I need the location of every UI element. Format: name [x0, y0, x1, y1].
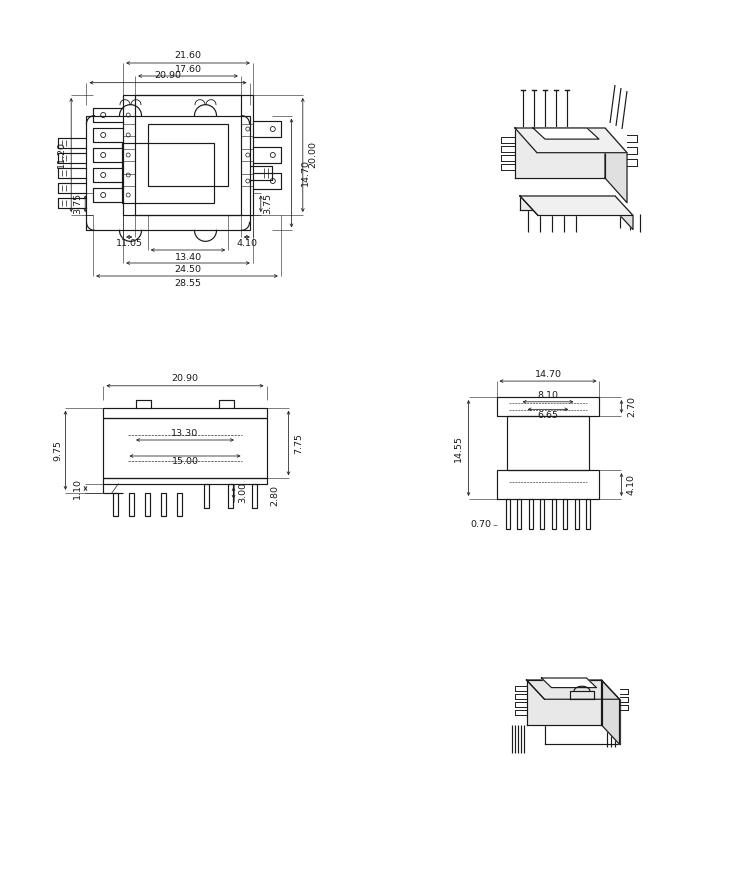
Text: 6.65: 6.65 — [537, 411, 559, 420]
Text: 4.10: 4.10 — [236, 239, 257, 248]
Polygon shape — [542, 678, 597, 688]
Text: 17.60: 17.60 — [174, 65, 202, 74]
Polygon shape — [527, 680, 602, 725]
Polygon shape — [515, 128, 627, 153]
Polygon shape — [615, 196, 633, 230]
Text: 8.10: 8.10 — [537, 391, 559, 400]
Polygon shape — [520, 196, 633, 215]
Text: 14.70: 14.70 — [301, 160, 310, 187]
Text: 15.00: 15.00 — [171, 457, 199, 466]
Text: 9.75: 9.75 — [53, 439, 62, 461]
Text: 0.70: 0.70 — [470, 521, 491, 530]
Polygon shape — [527, 680, 620, 699]
Text: 14.70: 14.70 — [534, 370, 562, 379]
Text: 3.75: 3.75 — [263, 193, 272, 214]
Text: 11.20: 11.20 — [56, 141, 66, 169]
Text: 11.05: 11.05 — [116, 239, 142, 248]
Polygon shape — [520, 196, 615, 210]
Polygon shape — [605, 128, 627, 203]
Text: 13.30: 13.30 — [171, 430, 199, 438]
Text: 2.80: 2.80 — [270, 486, 279, 506]
Text: 20.90: 20.90 — [171, 374, 199, 383]
Text: 4.10: 4.10 — [627, 474, 636, 495]
Text: 24.50: 24.50 — [174, 265, 202, 274]
Text: 14.55: 14.55 — [454, 435, 463, 462]
Text: 20.90: 20.90 — [154, 71, 182, 80]
Polygon shape — [533, 128, 599, 139]
Text: 28.55: 28.55 — [174, 279, 202, 288]
Text: 21.60: 21.60 — [174, 52, 202, 61]
Polygon shape — [602, 680, 620, 744]
Text: 13.40: 13.40 — [174, 253, 202, 262]
Text: 3.00: 3.00 — [238, 482, 247, 504]
Text: 20.00: 20.00 — [308, 141, 318, 169]
Text: 7.75: 7.75 — [294, 432, 303, 454]
Text: 1.10: 1.10 — [73, 478, 82, 499]
Text: 3.75: 3.75 — [73, 193, 82, 214]
Text: 2.70: 2.70 — [627, 396, 636, 417]
Polygon shape — [515, 128, 605, 178]
